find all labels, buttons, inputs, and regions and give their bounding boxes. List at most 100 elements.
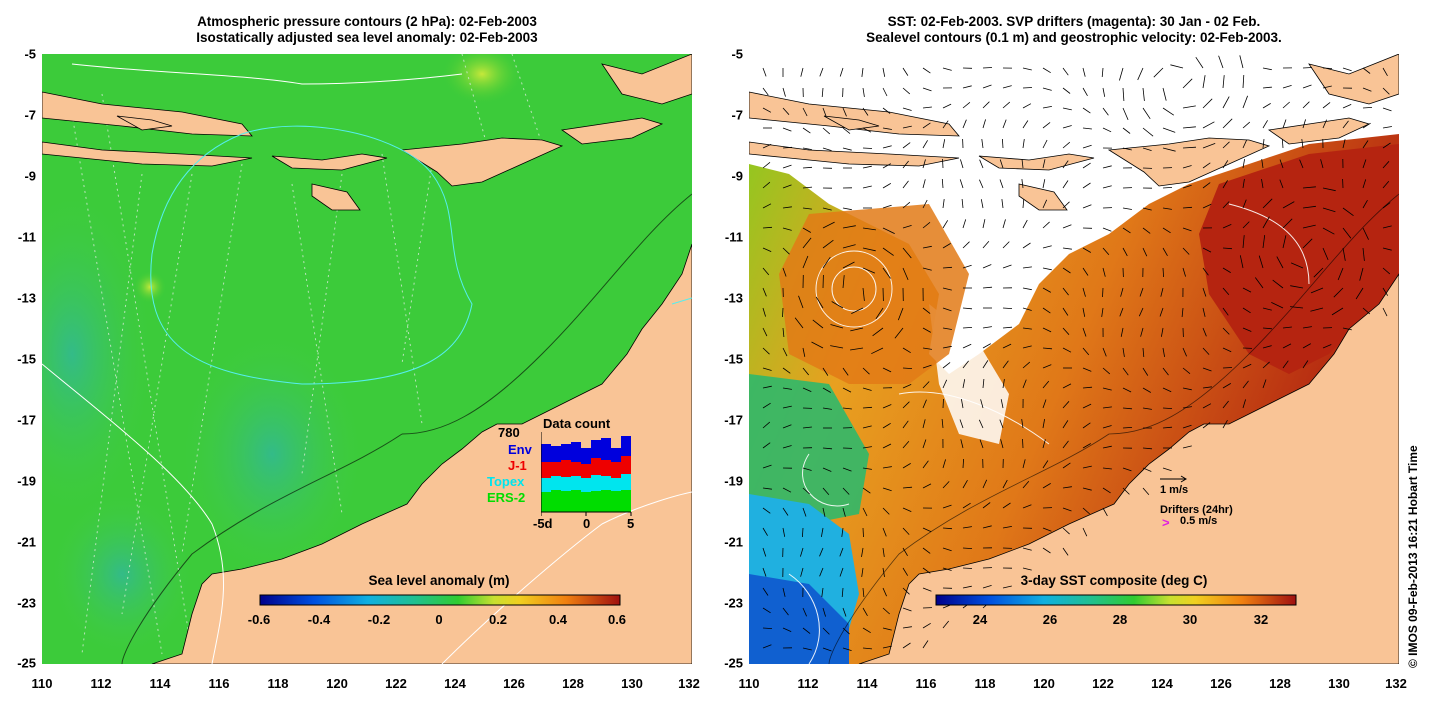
velocity-arrow (1342, 67, 1352, 72)
velocity-arrow (842, 507, 846, 517)
velocity-arrow (1042, 527, 1052, 532)
velocity-arrow (1120, 327, 1124, 337)
velocity-arrow (1310, 307, 1324, 312)
velocity-arrow (1182, 424, 1192, 429)
colorbar-tick: 0.4 (548, 612, 568, 627)
velocity-arrow (1322, 247, 1329, 261)
right-title-line1: SST: 02-Feb-2003. SVP drifters (magenta)… (887, 14, 1261, 29)
velocity-arrow (962, 264, 972, 269)
velocity-arrow (862, 647, 873, 650)
x-tick: 122 (1092, 676, 1114, 691)
velocity-arrow (1062, 440, 1069, 449)
velocity-arrow (1222, 267, 1231, 273)
velocity-arrow (1222, 160, 1229, 169)
velocity-arrow (822, 407, 832, 410)
velocity-arrow (979, 159, 984, 169)
velocity-arrow (1282, 85, 1292, 89)
velocity-arrow (762, 161, 771, 169)
velocity-arrow (882, 127, 892, 130)
velocity-arrow (802, 367, 810, 376)
velocity-arrow (902, 201, 911, 209)
velocity-arrow (862, 607, 868, 616)
geostrophic-velocity-arrows (762, 55, 1392, 652)
velocity-arrow (1162, 347, 1165, 357)
velocity-arrow (1042, 179, 1046, 189)
y-tick: -17 (17, 412, 36, 428)
y-tick: -25 (724, 655, 743, 671)
x-tick: 118 (267, 676, 289, 691)
velocity-arrow (1218, 55, 1224, 69)
velocity-arrow (1382, 107, 1392, 112)
velocity-arrow (1362, 87, 1372, 92)
velocity-arrow (1062, 67, 1069, 76)
velocity-arrow (1302, 326, 1312, 329)
x-tick: 120 (1033, 676, 1055, 691)
y-tick: -9 (24, 168, 36, 184)
velocity-arrow (1382, 161, 1390, 169)
velocity-arrow (1222, 400, 1229, 409)
velocity-arrow (922, 483, 932, 489)
velocity-arrow (1313, 267, 1324, 278)
velocity-arrow (942, 527, 953, 530)
velocity-arrow (902, 486, 913, 489)
velocity-arrow (1122, 87, 1125, 102)
sea-high-patch (442, 54, 522, 104)
sea-low-patch (52, 494, 192, 654)
velocity-arrow (960, 439, 964, 449)
velocity-arrow (902, 440, 910, 449)
velocity-arrow (1140, 327, 1144, 337)
legend-topex: Topex (487, 474, 525, 489)
velocity-arrow (1082, 367, 1092, 372)
velocity-arrow (762, 247, 772, 252)
velocity-arrow (782, 487, 792, 493)
x-tick: 126 (1210, 676, 1232, 691)
velocity-arrow (979, 179, 984, 189)
velocity-arrow (812, 319, 824, 329)
velocity-arrow (1062, 527, 1070, 535)
velocity-arrow (842, 244, 856, 249)
velocity-arrow (1202, 403, 1212, 409)
velocity-arrow (882, 247, 894, 256)
velocity-arrow (762, 143, 772, 149)
y-tick: -23 (17, 595, 36, 611)
velocity-arrow (1022, 567, 1032, 571)
velocity-arrow (980, 399, 984, 409)
pressure-contours (42, 63, 692, 664)
velocity-arrow (1202, 182, 1211, 189)
velocity-arrow (1062, 420, 1069, 429)
velocity-arrow (1119, 307, 1124, 317)
velocity-arrow (1242, 95, 1248, 109)
velocity-arrow (1262, 139, 1265, 149)
velocity-arrow (1282, 101, 1290, 109)
velocity-arrow (1162, 367, 1169, 376)
velocity-arrow (861, 567, 864, 577)
velocity-arrow (1182, 146, 1197, 149)
colorbar-tick: 0.6 (607, 612, 627, 627)
velocity-arrow (842, 407, 852, 410)
velocity-arrow (902, 384, 912, 389)
velocity-arrow (819, 67, 824, 77)
velocity-arrow (1102, 425, 1112, 429)
data-count-bars (541, 432, 632, 516)
velocity-arrow (1102, 165, 1112, 169)
velocity-arrow (802, 487, 810, 495)
velocity-arrow (1002, 119, 1007, 129)
velocity-arrow (1242, 199, 1247, 209)
y-tick: -11 (17, 229, 36, 245)
velocity-arrow (1322, 344, 1332, 349)
velocity-arrow (1170, 64, 1184, 69)
velocity-arrow (1002, 219, 1006, 229)
velocity-arrow (1102, 406, 1112, 409)
velocity-arrow (802, 107, 808, 117)
velocity-arrow (1022, 361, 1031, 369)
velocity-arrow (1102, 507, 1108, 517)
velocity-arrow (1302, 343, 1311, 349)
velocity-arrow (999, 159, 1004, 169)
velocity-arrow (1262, 198, 1273, 209)
velocity-arrow (922, 527, 932, 533)
velocity-arrow (822, 207, 832, 211)
velocity-arrow (922, 87, 932, 92)
velocity-arrow (962, 502, 971, 509)
data-count-total: 780 (498, 425, 520, 440)
velocity-arrow (1331, 307, 1344, 316)
